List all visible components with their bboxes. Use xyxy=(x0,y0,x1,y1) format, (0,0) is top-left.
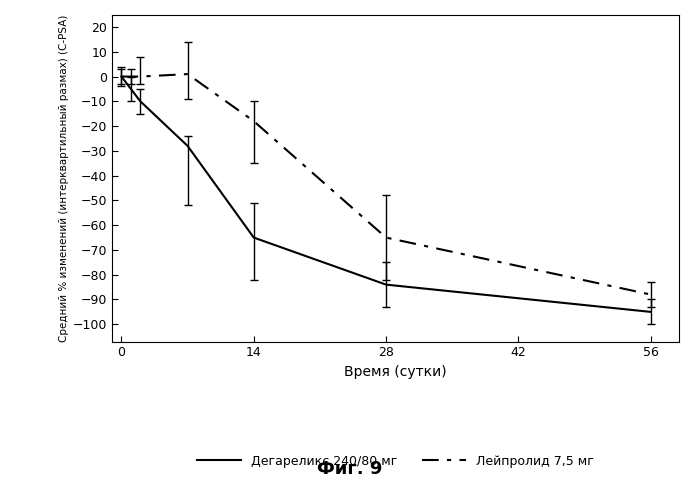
Y-axis label: Средний % изменений (интерквартильный размах) (С-PSA): Средний % изменений (интерквартильный ра… xyxy=(59,15,69,342)
Text: Фиг. 9: Фиг. 9 xyxy=(317,460,383,478)
X-axis label: Время (сутки): Время (сутки) xyxy=(344,365,447,379)
Legend: Дегареликс 240/80 мг, Лейпролид 7,5 мг: Дегареликс 240/80 мг, Лейпролид 7,5 мг xyxy=(192,449,599,473)
